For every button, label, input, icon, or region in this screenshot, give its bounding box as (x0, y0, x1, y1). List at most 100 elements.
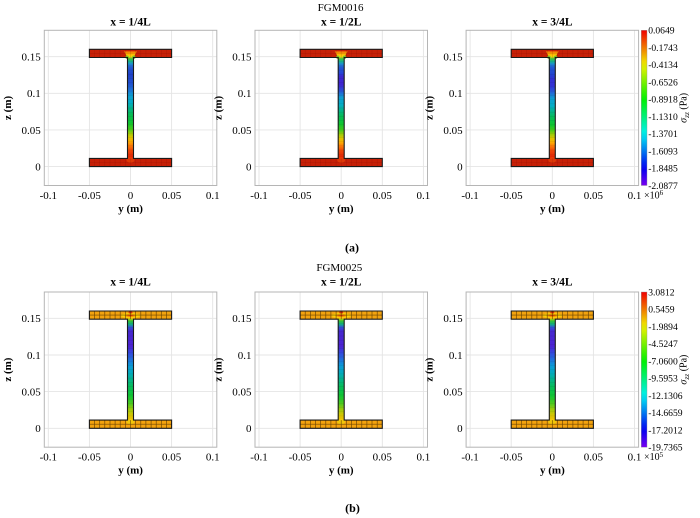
svg-text:-0.1: -0.1 (40, 452, 57, 464)
svg-text:0: 0 (246, 161, 252, 173)
svg-text:0: 0 (550, 452, 556, 464)
svg-text:0: 0 (338, 452, 344, 464)
svg-text:(b): (b) (345, 501, 360, 515)
svg-text:x = 3/4L: x = 3/4L (532, 16, 573, 28)
svg-text:-1.3701: -1.3701 (648, 129, 678, 140)
svg-text:0: 0 (128, 190, 134, 202)
svg-text:x = 1/2L: x = 1/2L (321, 16, 362, 28)
svg-text:-0.1: -0.1 (250, 452, 267, 464)
svg-text:-1.8485: -1.8485 (648, 164, 678, 175)
svg-text:0: 0 (35, 161, 41, 173)
svg-text:0.05: 0.05 (232, 386, 252, 398)
svg-text:0: 0 (457, 161, 463, 173)
svg-text:0.15: 0.15 (22, 313, 42, 325)
svg-text:0.0649: 0.0649 (648, 26, 675, 37)
svg-text:0.05: 0.05 (373, 452, 393, 464)
svg-text:σzz (Pa): σzz (Pa) (679, 93, 692, 123)
svg-text:0.05: 0.05 (373, 190, 393, 202)
svg-text:FGM0025: FGM0025 (316, 262, 362, 274)
svg-text:0.15: 0.15 (443, 313, 463, 325)
svg-text:0.1: 0.1 (417, 190, 431, 202)
svg-text:0.05: 0.05 (22, 386, 42, 398)
svg-text:0.1: 0.1 (238, 350, 252, 362)
svg-text:-14.6659: -14.6659 (648, 408, 683, 419)
svg-text:-1.9894: -1.9894 (648, 322, 678, 333)
svg-text:0.15: 0.15 (232, 313, 252, 325)
svg-text:x = 1/2L: x = 1/2L (321, 276, 362, 288)
svg-text:-0.8918: -0.8918 (648, 95, 678, 106)
svg-text:0.05: 0.05 (584, 190, 604, 202)
svg-text:y (m): y (m) (329, 465, 354, 477)
svg-text:×106: ×106 (644, 189, 664, 201)
svg-text:0.1: 0.1 (206, 452, 220, 464)
svg-text:y (m): y (m) (540, 203, 565, 215)
svg-text:-7.0600: -7.0600 (648, 356, 678, 367)
svg-text:0.15: 0.15 (443, 52, 463, 64)
svg-text:-1.1310: -1.1310 (648, 112, 678, 123)
svg-text:y (m): y (m) (540, 465, 565, 477)
svg-text:0.15: 0.15 (232, 52, 252, 64)
svg-text:0.05: 0.05 (232, 125, 252, 137)
svg-text:-0.1: -0.1 (40, 190, 57, 202)
svg-text:x = 3/4L: x = 3/4L (532, 276, 573, 288)
svg-text:-12.1306: -12.1306 (648, 391, 683, 402)
svg-text:z (m): z (m) (424, 96, 436, 120)
svg-text:-0.6526: -0.6526 (648, 77, 678, 88)
svg-text:-0.1: -0.1 (250, 190, 267, 202)
svg-text:0: 0 (550, 190, 556, 202)
svg-text:0.1: 0.1 (27, 350, 41, 362)
svg-text:z (m): z (m) (424, 357, 436, 381)
svg-text:0.05: 0.05 (584, 452, 604, 464)
svg-text:0.1: 0.1 (206, 190, 220, 202)
svg-text:0: 0 (35, 423, 41, 435)
svg-text:z (m): z (m) (213, 357, 225, 381)
svg-text:0.05: 0.05 (162, 452, 182, 464)
svg-text:×105: ×105 (644, 451, 664, 463)
svg-text:-9.5953: -9.5953 (648, 374, 678, 385)
svg-text:-19.7365: -19.7365 (648, 443, 683, 454)
svg-text:-0.05: -0.05 (289, 190, 312, 202)
svg-text:0: 0 (338, 190, 344, 202)
svg-text:-0.1: -0.1 (461, 452, 478, 464)
svg-text:y (m): y (m) (118, 203, 143, 215)
svg-text:0.1: 0.1 (628, 190, 642, 202)
svg-text:0: 0 (246, 423, 252, 435)
svg-text:-0.05: -0.05 (289, 452, 312, 464)
svg-text:z (m): z (m) (2, 96, 14, 120)
svg-text:σzz (Pa): σzz (Pa) (679, 355, 692, 385)
svg-text:0: 0 (457, 423, 463, 435)
svg-text:0.15: 0.15 (22, 52, 42, 64)
svg-text:-0.1: -0.1 (461, 190, 478, 202)
svg-text:0.05: 0.05 (162, 190, 182, 202)
svg-text:y (m): y (m) (329, 203, 354, 215)
svg-text:-17.2012: -17.2012 (648, 425, 683, 436)
svg-text:0.1: 0.1 (449, 350, 463, 362)
svg-text:x = 1/4L: x = 1/4L (110, 276, 151, 288)
svg-text:0.1: 0.1 (628, 452, 642, 464)
svg-text:-1.6093: -1.6093 (648, 146, 678, 157)
svg-text:0.1: 0.1 (27, 88, 41, 100)
svg-text:0.05: 0.05 (22, 125, 42, 137)
svg-text:-2.0877: -2.0877 (648, 181, 678, 192)
svg-text:z (m): z (m) (2, 357, 14, 381)
svg-text:x = 1/4L: x = 1/4L (110, 16, 151, 28)
svg-text:-0.05: -0.05 (78, 190, 101, 202)
svg-text:-4.5247: -4.5247 (648, 339, 678, 350)
svg-text:0.1: 0.1 (238, 88, 252, 100)
svg-text:0.05: 0.05 (443, 125, 463, 137)
svg-text:(a): (a) (345, 241, 359, 255)
svg-text:z (m): z (m) (213, 96, 225, 120)
svg-text:-0.05: -0.05 (500, 190, 523, 202)
svg-text:0.5459: 0.5459 (648, 305, 675, 316)
svg-text:0.05: 0.05 (443, 386, 463, 398)
svg-text:-0.05: -0.05 (78, 452, 101, 464)
svg-text:-0.4134: -0.4134 (648, 60, 678, 71)
svg-text:-0.05: -0.05 (500, 452, 523, 464)
svg-text:0.1: 0.1 (417, 452, 431, 464)
svg-text:-0.1743: -0.1743 (648, 43, 678, 54)
svg-text:y (m): y (m) (118, 465, 143, 477)
svg-text:0: 0 (128, 452, 134, 464)
svg-text:FGM0016: FGM0016 (318, 2, 364, 14)
svg-text:0.1: 0.1 (449, 88, 463, 100)
svg-text:3.0812: 3.0812 (648, 287, 675, 298)
